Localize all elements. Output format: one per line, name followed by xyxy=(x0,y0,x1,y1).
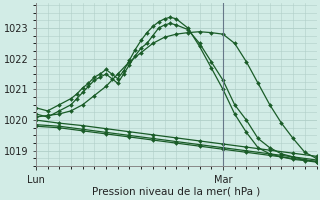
X-axis label: Pression niveau de la mer( hPa ): Pression niveau de la mer( hPa ) xyxy=(92,187,260,197)
